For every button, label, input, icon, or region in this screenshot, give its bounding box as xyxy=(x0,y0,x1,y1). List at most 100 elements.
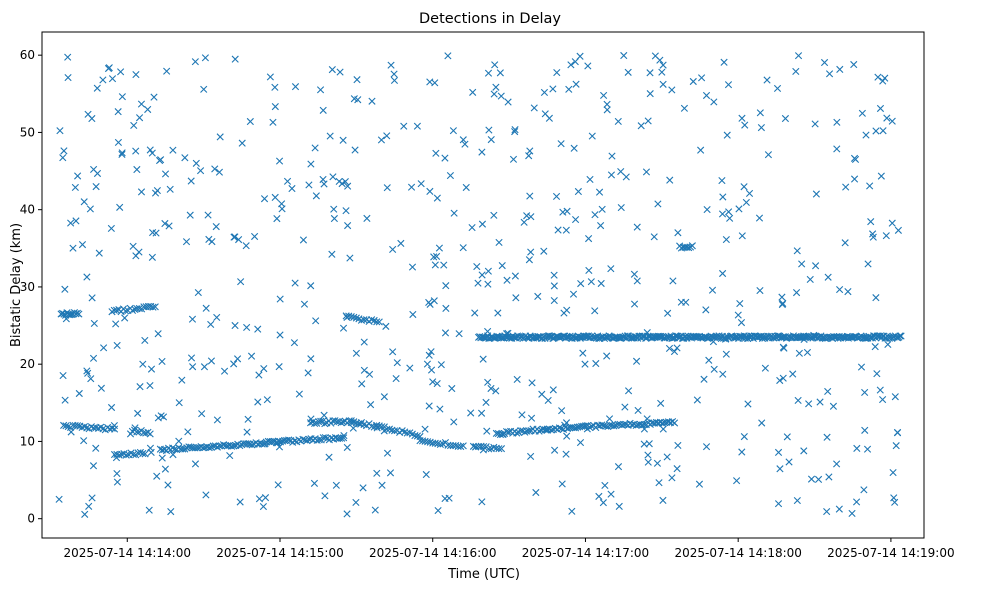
noise-point xyxy=(191,58,199,66)
noise-point xyxy=(492,387,500,395)
noise-point xyxy=(615,502,623,510)
track-point xyxy=(193,444,201,452)
track-point xyxy=(205,444,213,452)
noise-point xyxy=(390,76,399,85)
track-point xyxy=(446,441,455,450)
noise-point xyxy=(793,247,801,255)
track-point xyxy=(535,427,543,435)
noise-point xyxy=(422,470,430,479)
noise-point xyxy=(288,184,296,193)
noise-point xyxy=(646,90,654,98)
x-tick-label: 2025-07-14 14:17:00 xyxy=(522,546,649,560)
track-point xyxy=(160,445,169,454)
noise-point xyxy=(479,355,487,363)
noise-point xyxy=(182,238,191,246)
x-axis-label: Time (UTC) xyxy=(447,567,520,582)
noise-point xyxy=(255,371,263,379)
noise-point xyxy=(271,193,279,201)
noise-point xyxy=(617,203,625,212)
noise-point xyxy=(872,294,880,302)
noise-point xyxy=(553,68,561,77)
noise-point xyxy=(605,415,614,423)
noise-point xyxy=(269,118,277,126)
track-point xyxy=(73,422,82,430)
noise-point xyxy=(433,379,441,388)
track-point xyxy=(149,303,157,311)
noise-point xyxy=(601,481,609,489)
track-point xyxy=(557,425,566,433)
noise-point xyxy=(585,235,593,243)
track-point xyxy=(179,445,187,453)
noise-point xyxy=(207,320,215,329)
noise-point xyxy=(137,188,146,196)
noise-point xyxy=(166,185,174,193)
noise-point xyxy=(423,360,431,368)
noise-point xyxy=(321,492,329,500)
noise-point xyxy=(579,349,587,357)
y-tick-label: 0 xyxy=(27,512,35,526)
noise-point xyxy=(722,235,730,244)
noise-point xyxy=(436,405,444,413)
noise-point xyxy=(498,262,506,270)
noise-point xyxy=(735,205,743,213)
noise-point xyxy=(779,374,787,382)
noise-point xyxy=(161,170,170,178)
noise-point xyxy=(872,127,880,135)
noise-point xyxy=(450,209,458,217)
noise-point xyxy=(491,61,499,69)
noise-point xyxy=(492,83,500,91)
noise-point xyxy=(710,98,718,106)
noise-point xyxy=(773,84,782,93)
noise-point xyxy=(811,120,819,128)
noise-point xyxy=(201,54,209,62)
noise-point xyxy=(397,239,405,247)
noise-point xyxy=(161,465,169,473)
track-point xyxy=(321,433,329,442)
noise-point xyxy=(100,344,108,352)
track-point xyxy=(688,242,696,250)
noise-point xyxy=(595,188,604,196)
noise-point xyxy=(528,379,536,387)
noise-point xyxy=(511,128,519,136)
noise-point xyxy=(133,165,141,174)
noise-point xyxy=(344,182,352,190)
noise-point xyxy=(189,363,197,371)
noise-point xyxy=(483,427,491,435)
track-point xyxy=(492,429,500,437)
noise-point xyxy=(857,363,866,371)
noise-point xyxy=(247,352,256,360)
noise-point xyxy=(148,253,156,261)
track-point xyxy=(258,440,266,448)
noise-point xyxy=(877,172,885,180)
track-point xyxy=(655,332,664,341)
noise-point xyxy=(360,366,368,374)
track-point xyxy=(703,334,712,342)
noise-point xyxy=(104,64,113,73)
y-axis-label: Bistatic Delay (km) xyxy=(9,223,24,347)
noise-point xyxy=(852,498,861,506)
track-point xyxy=(598,421,606,429)
noise-point xyxy=(558,407,566,415)
noise-point xyxy=(527,414,536,422)
noise-point xyxy=(478,220,487,228)
noise-point xyxy=(194,288,202,297)
noise-point xyxy=(155,156,164,165)
noise-point xyxy=(569,290,578,298)
noise-point xyxy=(478,498,486,506)
noise-point xyxy=(549,386,557,394)
noise-point xyxy=(776,376,784,385)
noise-point xyxy=(793,496,801,505)
noise-point xyxy=(459,244,467,252)
track-point xyxy=(623,332,631,340)
noise-point xyxy=(794,396,802,405)
noise-point xyxy=(118,150,126,158)
track-point xyxy=(311,419,319,428)
track-point xyxy=(128,306,137,315)
noise-point xyxy=(275,157,284,165)
noise-point xyxy=(316,86,325,94)
noise-point xyxy=(328,66,336,74)
noise-point xyxy=(741,121,749,129)
noise-point xyxy=(400,122,408,130)
noise-point xyxy=(540,247,548,255)
plot-frame xyxy=(41,31,925,539)
